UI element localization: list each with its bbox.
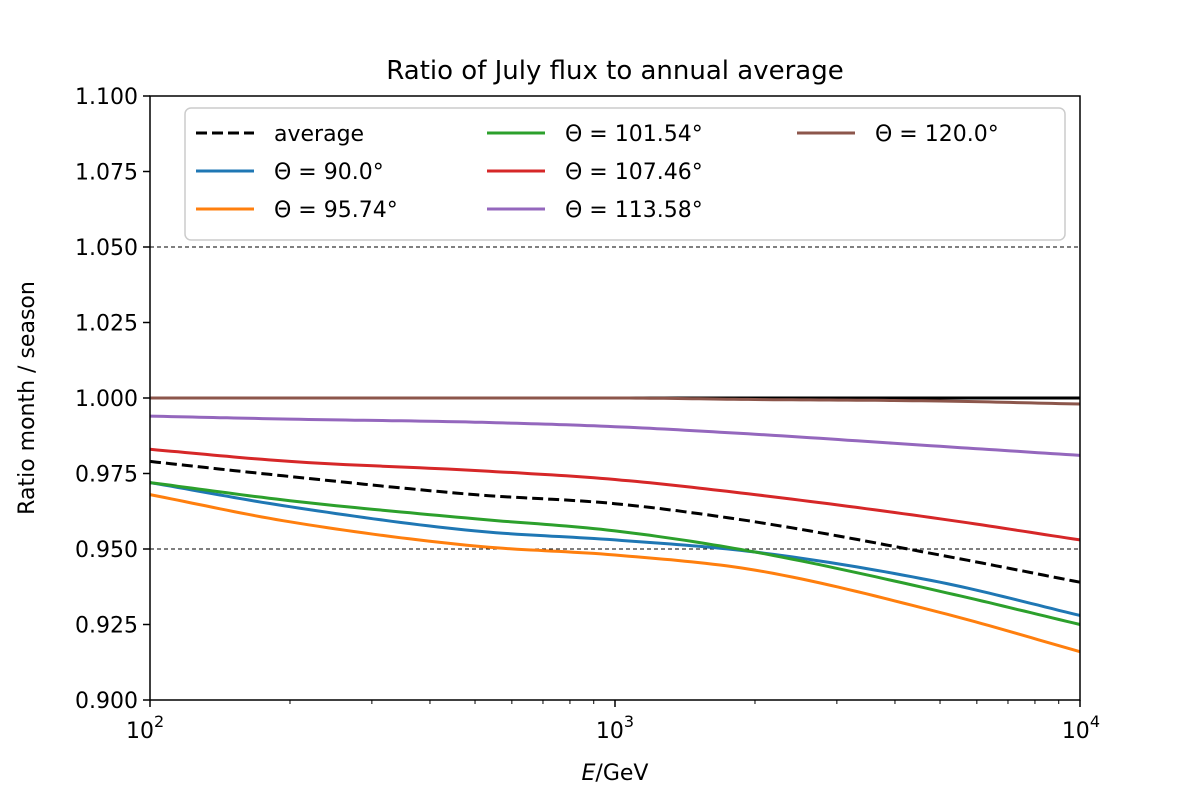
legend-box	[184, 107, 1066, 241]
x-axis-label-variable: E	[582, 761, 596, 786]
y-tick-label-4: 1.000	[75, 387, 138, 412]
y-tick-label-7: 1.075	[75, 161, 138, 186]
legend-label-3: Θ = 101.54°	[565, 122, 703, 147]
y-tick-label-1: 0.925	[75, 614, 138, 639]
y-tick-label-5: 1.025	[75, 312, 138, 337]
legend-label-6: Θ = 120.0°	[875, 122, 999, 147]
x-tick-label-0: 102	[126, 712, 164, 744]
x-tick-label-exponent: 2	[154, 712, 164, 731]
series-line-3	[149, 481, 1081, 626]
y-tick-label-6: 1.050	[75, 236, 138, 261]
legend-label-0: average	[274, 122, 364, 147]
series-line-6	[150, 396, 1081, 406]
series-line-2	[149, 493, 1081, 654]
x-axis-label-unit: /GeV	[595, 761, 648, 786]
x-tick-label-base: 10	[126, 719, 154, 744]
legend-label-1: Θ = 90.0°	[274, 160, 384, 185]
y-tick-label-8: 1.100	[75, 85, 138, 110]
y-tick-label-3: 0.975	[75, 463, 138, 488]
legend-label-5: Θ = 113.58°	[565, 198, 703, 223]
axes-frame	[149, 95, 1081, 701]
x-tick-label-exponent: 3	[624, 712, 634, 731]
x-tick-label-1: 103	[596, 712, 634, 744]
x-tick-label-2: 104	[1062, 712, 1100, 744]
legend-label-2: Θ = 95.74°	[274, 198, 398, 223]
series-line-5	[149, 414, 1081, 457]
x-axis-label: E/GeV	[582, 761, 649, 786]
legend: average Θ = 90.0° Θ = 95.74° Θ = 101.54° Θ =…	[184, 107, 1066, 241]
legend-label-4: Θ = 107.46°	[565, 160, 703, 185]
plot-area: 0.900 0.925 0.950 0.975 1.000 1.025 1.050 1.075…	[75, 85, 1100, 744]
x-tick-label-base: 10	[596, 719, 624, 744]
x-tick-label-exponent: 4	[1090, 712, 1100, 731]
y-tick-label-2: 0.950	[75, 538, 138, 563]
chart-title: Ratio of July flux to annual average	[386, 56, 843, 86]
y-axis-label: Ratio month / season	[15, 281, 40, 515]
series-line-0	[149, 459, 1081, 584]
series-line-4	[149, 447, 1081, 542]
x-tick-label-base: 10	[1062, 719, 1090, 744]
series-line-1	[149, 481, 1081, 617]
y-tick-label-0: 0.900	[75, 689, 138, 714]
